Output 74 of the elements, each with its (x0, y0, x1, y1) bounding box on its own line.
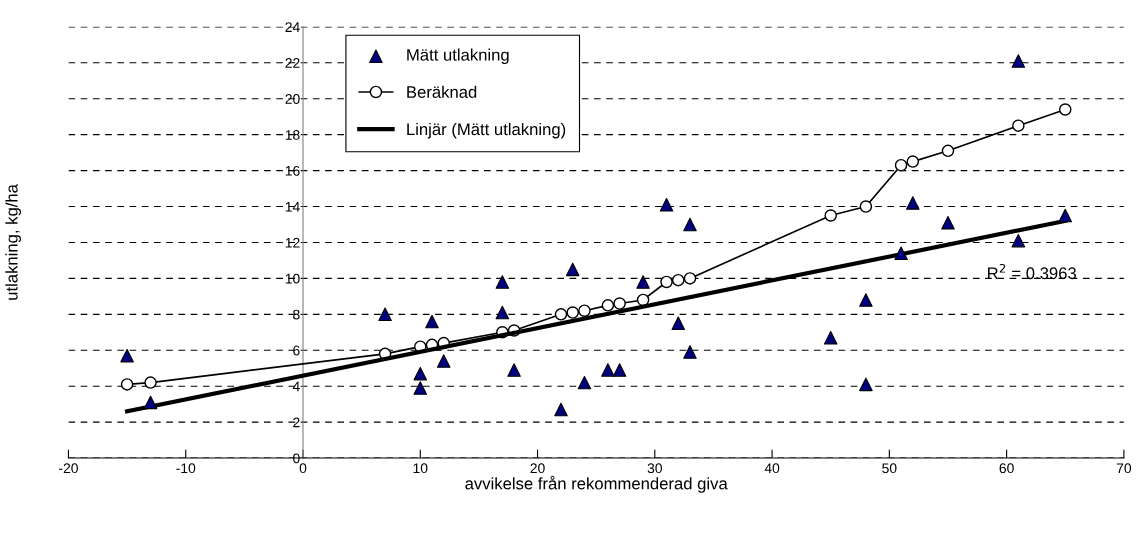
y-tick-label: 22 (285, 58, 300, 68)
point (566, 306, 579, 319)
legend-label: Linjär (Mätt utlakning) (407, 122, 566, 139)
y-tick-label: 12 (285, 237, 300, 248)
point (859, 200, 873, 213)
legend-label: Beräknad (407, 85, 477, 98)
y-tick-label: 0 (293, 453, 300, 464)
point (601, 363, 615, 377)
point (577, 375, 592, 390)
point (683, 345, 697, 359)
y-tick-label: 16 (285, 165, 300, 176)
y-tick-label: 18 (285, 129, 300, 140)
x-tick-label: -20 (59, 463, 78, 474)
point (859, 377, 873, 392)
point (636, 275, 650, 289)
y-tick-label: 10 (285, 273, 300, 284)
point (495, 275, 510, 289)
point (507, 363, 521, 377)
point (659, 197, 674, 212)
point (906, 196, 920, 210)
point (823, 330, 838, 345)
point (1058, 103, 1072, 116)
point (613, 297, 626, 310)
x-axis-title: avvikelse från rekommenderad giva (465, 475, 728, 493)
legend-label: Mätt utlakning (407, 48, 509, 65)
point (120, 348, 134, 363)
point (683, 272, 697, 285)
point (941, 215, 955, 230)
x-tick-label: 60 (999, 463, 1014, 474)
y-tick-label: 2 (293, 417, 300, 428)
point (1011, 54, 1026, 68)
point (612, 363, 627, 377)
point (413, 381, 428, 395)
x-tick-label: 30 (647, 463, 662, 474)
point (660, 275, 673, 289)
point (683, 217, 697, 232)
point (1011, 233, 1026, 248)
y-tick-label: 4 (292, 381, 300, 392)
point (495, 305, 510, 320)
x-tick-label: 40 (764, 463, 780, 474)
y-tick-label: 24 (285, 22, 300, 32)
y-axis-title: utlakning, kg/ha (5, 184, 21, 300)
x-tick-label: 70 (1116, 463, 1132, 474)
point (941, 144, 955, 158)
x-tick-label: 10 (413, 463, 428, 474)
point (425, 314, 439, 329)
point (578, 304, 591, 317)
point (143, 395, 158, 410)
point (144, 376, 157, 389)
y-tick-label: 6 (293, 345, 300, 356)
point (120, 378, 134, 391)
y-tick-label: 14 (285, 202, 300, 212)
x-tick-label: -10 (176, 463, 196, 474)
point (413, 366, 428, 381)
point (906, 155, 920, 168)
point (554, 402, 568, 417)
point (636, 293, 650, 307)
point (1058, 208, 1073, 223)
x-tick-label: 20 (530, 463, 545, 474)
point (378, 307, 392, 322)
point (672, 273, 685, 287)
point (601, 299, 615, 312)
point (565, 262, 580, 277)
point (824, 209, 837, 222)
y-tick-label: 8 (293, 309, 300, 320)
point (894, 158, 908, 172)
point (671, 316, 686, 331)
point (859, 293, 873, 307)
point (436, 354, 451, 368)
x-tick-label: 50 (882, 463, 897, 474)
point (894, 246, 908, 261)
point (554, 308, 568, 321)
point (1012, 119, 1025, 132)
y-tick-label: 20 (285, 94, 300, 104)
